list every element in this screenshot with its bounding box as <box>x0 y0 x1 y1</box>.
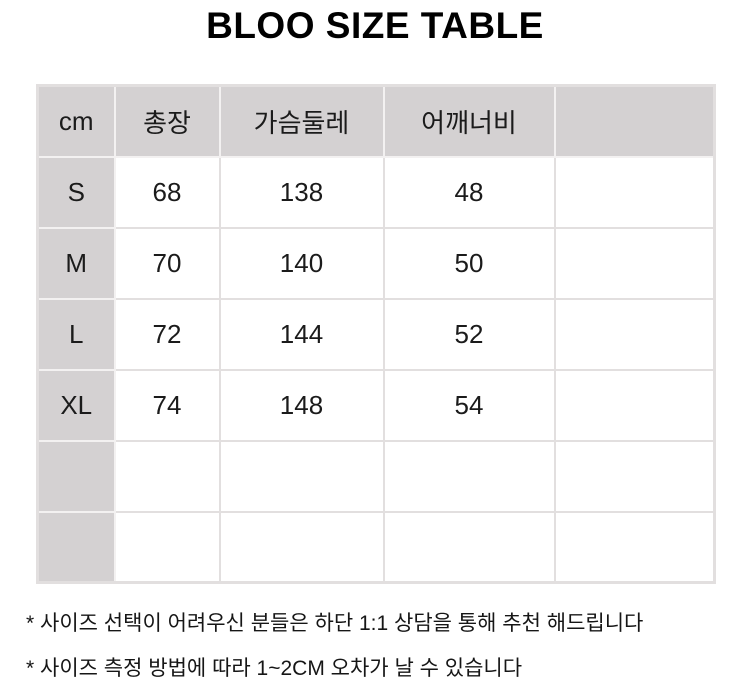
value-cell <box>553 510 716 584</box>
value-cell <box>553 439 716 513</box>
header-row: cm 총장 가슴둘레 어깨너비 <box>36 84 716 158</box>
value-cell: 144 <box>218 297 385 371</box>
value-cell: 148 <box>218 368 385 442</box>
value-cell: 72 <box>113 297 221 371</box>
value-cell: 50 <box>382 226 556 300</box>
table-row-empty-1 <box>36 439 716 513</box>
size-cell <box>36 510 116 584</box>
value-cell <box>218 510 385 584</box>
column-header-chest: 가슴둘레 <box>218 84 385 158</box>
value-cell <box>553 155 716 229</box>
value-cell: 138 <box>218 155 385 229</box>
column-header-empty <box>553 84 716 158</box>
note-measurement-tolerance: * 사이즈 측정 방법에 따라 1~2CM 오차가 날 수 있습니다 <box>26 657 523 680</box>
value-cell: 48 <box>382 155 556 229</box>
size-cell: M <box>36 226 116 300</box>
value-cell <box>113 510 221 584</box>
value-cell <box>382 439 556 513</box>
value-cell: 70 <box>113 226 221 300</box>
value-cell <box>113 439 221 513</box>
value-cell <box>218 439 385 513</box>
table-row-l: L 72 144 52 <box>36 297 716 371</box>
note-sizing-consult: * 사이즈 선택이 어려우신 분들은 하단 1:1 상담을 통해 추천 해드립니… <box>26 612 644 635</box>
value-cell: 140 <box>218 226 385 300</box>
column-header-shoulder: 어깨너비 <box>382 84 556 158</box>
value-cell: 54 <box>382 368 556 442</box>
value-cell <box>382 510 556 584</box>
size-cell: S <box>36 155 116 229</box>
value-cell <box>553 368 716 442</box>
table-row-xl: XL 74 148 54 <box>36 368 716 442</box>
column-header-total-length: 총장 <box>113 84 221 158</box>
footnotes: * 사이즈 선택이 어려우신 분들은 하단 1:1 상담을 통해 추천 해드립니… <box>26 611 736 700</box>
size-table-container: cm 총장 가슴둘레 어깨너비 S 68 138 48 M 70 <box>36 84 716 584</box>
value-cell <box>553 297 716 371</box>
size-cell: XL <box>36 368 116 442</box>
value-cell: 52 <box>382 297 556 371</box>
size-cell <box>36 439 116 513</box>
size-cell: L <box>36 297 116 371</box>
table-row-m: M 70 140 50 <box>36 226 716 300</box>
size-table: cm 총장 가슴둘레 어깨너비 S 68 138 48 M 70 <box>36 84 716 584</box>
unit-header-cell: cm <box>36 84 116 158</box>
table-row-s: S 68 138 48 <box>36 155 716 229</box>
page-title: BLOO SIZE TABLE <box>206 5 544 46</box>
value-cell: 74 <box>113 368 221 442</box>
table-row-empty-2 <box>36 510 716 584</box>
value-cell: 68 <box>113 155 221 229</box>
value-cell <box>553 226 716 300</box>
